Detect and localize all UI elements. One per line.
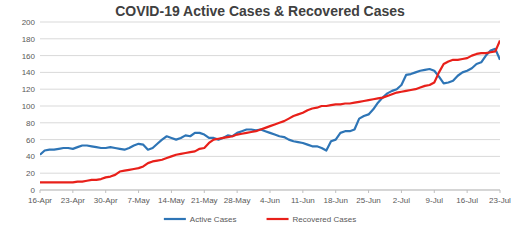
legend-swatch: [267, 218, 289, 220]
x-tick-label: 16-Apr: [28, 196, 52, 205]
grid-line: [40, 89, 500, 90]
grid-line: [40, 72, 500, 73]
x-tick: [138, 190, 139, 193]
y-tick-label: 20: [26, 169, 35, 178]
y-tick-label: 120: [22, 85, 36, 94]
grid-line: [40, 55, 500, 56]
y-tick-label: 160: [22, 52, 36, 61]
x-tick: [105, 190, 106, 193]
grid-line: [40, 106, 500, 107]
x-tick: [434, 190, 435, 193]
x-tick-label: 23-Jul: [489, 196, 511, 205]
x-tick-label: 11-Jun: [291, 196, 315, 205]
x-tick-label: 25-Jun: [356, 196, 380, 205]
x-tick: [368, 190, 369, 193]
x-tick: [40, 190, 41, 193]
x-tick: [302, 190, 303, 193]
x-tick: [270, 190, 271, 193]
x-tick-label: 28-May: [224, 196, 251, 205]
x-tick: [467, 190, 468, 193]
y-tick-label: 180: [22, 35, 36, 44]
grid-line: [40, 156, 500, 157]
grid-line: [40, 173, 500, 174]
grid-line: [40, 38, 500, 39]
x-tick: [72, 190, 73, 193]
y-tick-label: 200: [22, 18, 36, 27]
series-line: [40, 40, 500, 182]
grid-line: [40, 22, 500, 23]
chart: COVID-19 Active Cases & Recovered Cases 0…: [0, 0, 520, 231]
x-tick: [335, 190, 336, 193]
x-tick-label: 4-Jun: [260, 196, 280, 205]
legend-label: Active Cases: [190, 215, 237, 224]
x-tick-label: 18-Jun: [323, 196, 347, 205]
x-tick-label: 23-Apr: [61, 196, 85, 205]
grid-line: [40, 122, 500, 123]
x-tick-label: 2-Jul: [393, 196, 411, 205]
y-tick-label: 100: [22, 102, 36, 111]
series-line: [40, 49, 500, 155]
x-tick-label: 30-Apr: [94, 196, 118, 205]
plot-area: [40, 40, 500, 182]
y-tick-label: 80: [26, 119, 35, 128]
x-tick-label: 9-Jul: [426, 196, 444, 205]
y-tick-label: 60: [26, 136, 35, 145]
x-tick: [401, 190, 402, 193]
legend-item: Active Cases: [164, 215, 237, 224]
x-tick-label: 14-May: [158, 196, 185, 205]
x-tick: [204, 190, 205, 193]
grid-line: [40, 139, 500, 140]
y-tick-label: 140: [22, 68, 36, 77]
x-tick-label: 7-May: [127, 196, 149, 205]
x-tick: [237, 190, 238, 193]
x-tick-label: 21-May: [191, 196, 218, 205]
y-tick-label: 40: [26, 152, 35, 161]
legend-label: Recovered Cases: [293, 215, 357, 224]
y-tick-label: 0: [31, 186, 36, 195]
title: COVID-19 Active Cases & Recovered Cases: [115, 3, 405, 19]
legend-item: Recovered Cases: [267, 215, 357, 224]
legend-swatch: [164, 218, 186, 220]
x-tick: [171, 190, 172, 193]
x-tick-label: 16-Jul: [456, 196, 478, 205]
x-tick: [500, 190, 501, 193]
